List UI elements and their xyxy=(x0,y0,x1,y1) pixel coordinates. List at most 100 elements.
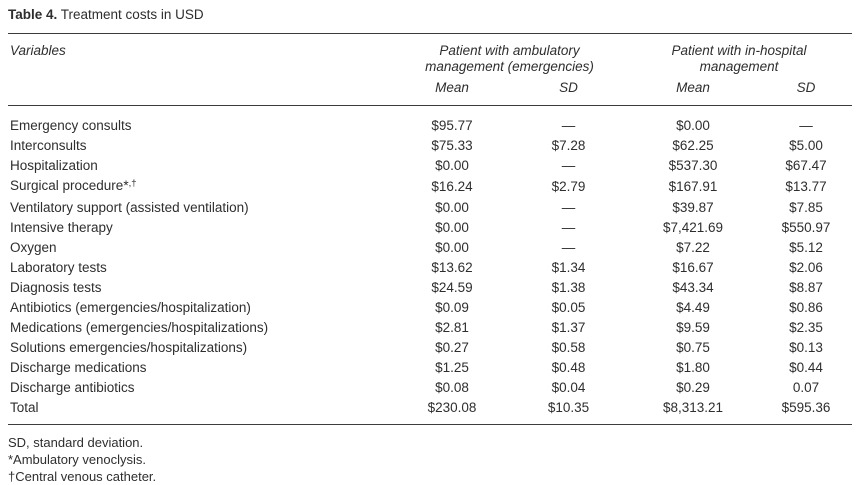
column-header-variables: Variables xyxy=(8,33,393,106)
inhospital-sd-value: 0.07 xyxy=(792,380,820,395)
table-row: Interconsults $75.33 $7.28 $62.25 $5.00 xyxy=(8,136,852,156)
ambulatory-mean-value: $0.00 xyxy=(435,200,469,215)
inhospital-sd-value: $8.87 xyxy=(789,280,823,295)
ambulatory-sd-value: $0.48 xyxy=(551,360,586,375)
inhospital-mean-value: $43.34 xyxy=(672,280,714,295)
ambulatory-mean-value: $13.62 xyxy=(431,260,473,275)
row-label-text: Surgical procedure* xyxy=(10,178,129,193)
ambulatory-sd-value: — xyxy=(561,200,576,215)
table-row: Discharge antibiotics $0.08 $0.04 $0.29 … xyxy=(8,378,852,398)
inhospital-mean-value: $0.29 xyxy=(676,380,710,395)
ambulatory-mean-value: $0.27 xyxy=(435,340,469,355)
table-row: Hospitalization $0.00 — $537.30 $67.47 xyxy=(8,156,852,176)
inhospital-mean-value: $62.25 xyxy=(672,138,714,153)
row-label: Diagnosis tests xyxy=(10,280,102,295)
row-label: Intensive therapy xyxy=(10,220,113,235)
row-label: Medications (emergencies/hospitalization… xyxy=(10,320,269,335)
table-row: Emergency consults $95.77 — $0.00 — xyxy=(8,106,852,137)
ambulatory-sd-value: — xyxy=(561,118,576,133)
row-label: Total xyxy=(8,398,393,425)
inhospital-sd-value: $595.36 xyxy=(760,398,852,425)
table-row: Intensive therapy $0.00 — $7,421.69 $550… xyxy=(8,218,852,238)
row-label: Hospitalization xyxy=(10,158,98,173)
ambulatory-mean-value: $230.08 xyxy=(393,398,511,425)
inhospital-sd-value: $550.97 xyxy=(781,220,831,235)
table-caption-text: Treatment costs in USD xyxy=(57,7,204,22)
inhospital-sd-value: $67.47 xyxy=(785,158,827,173)
column-group-ambulatory: Patient with ambulatory management (emer… xyxy=(425,43,594,74)
ambulatory-sd-value: $7.28 xyxy=(551,138,586,153)
ambulatory-mean-value: $95.77 xyxy=(431,118,473,133)
inhospital-sd-value: $0.86 xyxy=(789,300,823,315)
row-label: Solutions emergencies/hospitalizations) xyxy=(10,340,248,355)
table-row-total: Total $230.08 $10.35 $8,313.21 $595.36 xyxy=(8,398,852,425)
row-label: Discharge medications xyxy=(10,360,147,375)
inhospital-mean-value: $4.49 xyxy=(676,300,710,315)
group-header-row: Variables Patient with ambulatory manage… xyxy=(8,33,852,106)
treatment-costs-table: Variables Patient with ambulatory manage… xyxy=(8,33,852,425)
table-caption: Table 4. Treatment costs in USD xyxy=(8,0,852,23)
inhospital-sd-value: $2.35 xyxy=(789,320,823,335)
ambulatory-sd-value: $1.34 xyxy=(551,260,586,275)
footnote-sd: SD, standard deviation. xyxy=(8,435,144,450)
row-label: Antibiotics (emergencies/hospitalization… xyxy=(10,300,251,315)
ambulatory-mean-value: $0.08 xyxy=(435,380,469,395)
table-row: Solutions emergencies/hospitalizations) … xyxy=(8,338,852,358)
table-row: Ventilatory support (assisted ventilatio… xyxy=(8,198,852,218)
ambulatory-mean-value: $0.00 xyxy=(435,240,469,255)
column-header-ambulatory-mean: Mean xyxy=(393,75,511,106)
ambulatory-sd-value: — xyxy=(561,240,576,255)
inhospital-sd-value: $5.12 xyxy=(789,240,823,255)
row-label: Ventilatory support (assisted ventilatio… xyxy=(10,200,249,215)
table-row: Antibiotics (emergencies/hospitalization… xyxy=(8,298,852,318)
ambulatory-sd-value: — xyxy=(561,158,576,173)
table-footnotes: SD, standard deviation. *Ambulatory veno… xyxy=(8,434,852,485)
inhospital-sd-value: $0.44 xyxy=(789,360,823,375)
ambulatory-mean-value: $0.09 xyxy=(435,300,469,315)
table-body: Emergency consults $95.77 — $0.00 — Inte… xyxy=(8,106,852,425)
ambulatory-sd-value: $0.05 xyxy=(551,300,586,315)
ambulatory-sd-value: $10.35 xyxy=(511,398,626,425)
table-row: Medications (emergencies/hospitalization… xyxy=(8,318,852,338)
table-row: Laboratory tests $13.62 $1.34 $16.67 $2.… xyxy=(8,258,852,278)
row-label: Discharge antibiotics xyxy=(10,380,135,395)
table-row: Surgical procedure*,† $16.24 $2.79 $167.… xyxy=(8,176,852,198)
row-label: Oxygen xyxy=(10,240,57,255)
inhospital-mean-value: $9.59 xyxy=(676,320,710,335)
footnote-asterisk: *Ambulatory venoclysis. xyxy=(8,452,146,467)
column-header-ambulatory-sd: SD xyxy=(511,75,626,106)
inhospital-mean-value: $0.00 xyxy=(676,118,710,133)
subheader-row: Mean SD Mean SD xyxy=(8,75,852,106)
column-header-inhospital-mean: Mean xyxy=(626,75,760,106)
footnote-dagger: †Central venous catheter. xyxy=(8,469,157,484)
row-label: Interconsults xyxy=(10,138,87,153)
inhospital-mean-value: $1.80 xyxy=(676,360,710,375)
inhospital-mean-value: $167.91 xyxy=(668,179,718,194)
row-label: Laboratory tests xyxy=(10,260,107,275)
ambulatory-sd-value: $1.38 xyxy=(551,280,586,295)
ambulatory-mean-value: $0.00 xyxy=(435,158,469,173)
row-label: Emergency consults xyxy=(10,118,132,133)
column-header-inhospital-sd: SD xyxy=(760,75,852,106)
inhospital-sd-value: $13.77 xyxy=(785,179,827,194)
inhospital-sd-value: $0.13 xyxy=(789,340,823,355)
inhospital-mean-value: $7.22 xyxy=(676,240,710,255)
inhospital-mean-value: $8,313.21 xyxy=(626,398,760,425)
table-row: Diagnosis tests $24.59 $1.38 $43.34 $8.8… xyxy=(8,278,852,298)
ambulatory-mean-value: $0.00 xyxy=(435,220,469,235)
ambulatory-mean-value: $2.81 xyxy=(435,320,469,335)
inhospital-mean-value: $0.75 xyxy=(676,340,710,355)
table-caption-number: Table 4. xyxy=(8,7,58,22)
ambulatory-sd-value: $2.79 xyxy=(551,179,586,194)
ambulatory-sd-value: $0.04 xyxy=(551,380,586,395)
column-group-inhospital: Patient with in-hospital management xyxy=(671,43,807,74)
table-row: Oxygen $0.00 — $7.22 $5.12 xyxy=(8,238,852,258)
ambulatory-sd-value: $1.37 xyxy=(551,320,586,335)
ambulatory-mean-value: $24.59 xyxy=(431,280,473,295)
ambulatory-sd-value: $0.58 xyxy=(551,340,586,355)
ambulatory-sd-value: — xyxy=(561,220,576,235)
row-label: Surgical procedure*,† xyxy=(8,176,393,198)
inhospital-mean-value: $16.67 xyxy=(672,260,714,275)
inhospital-mean-value: $7,421.69 xyxy=(662,220,724,235)
